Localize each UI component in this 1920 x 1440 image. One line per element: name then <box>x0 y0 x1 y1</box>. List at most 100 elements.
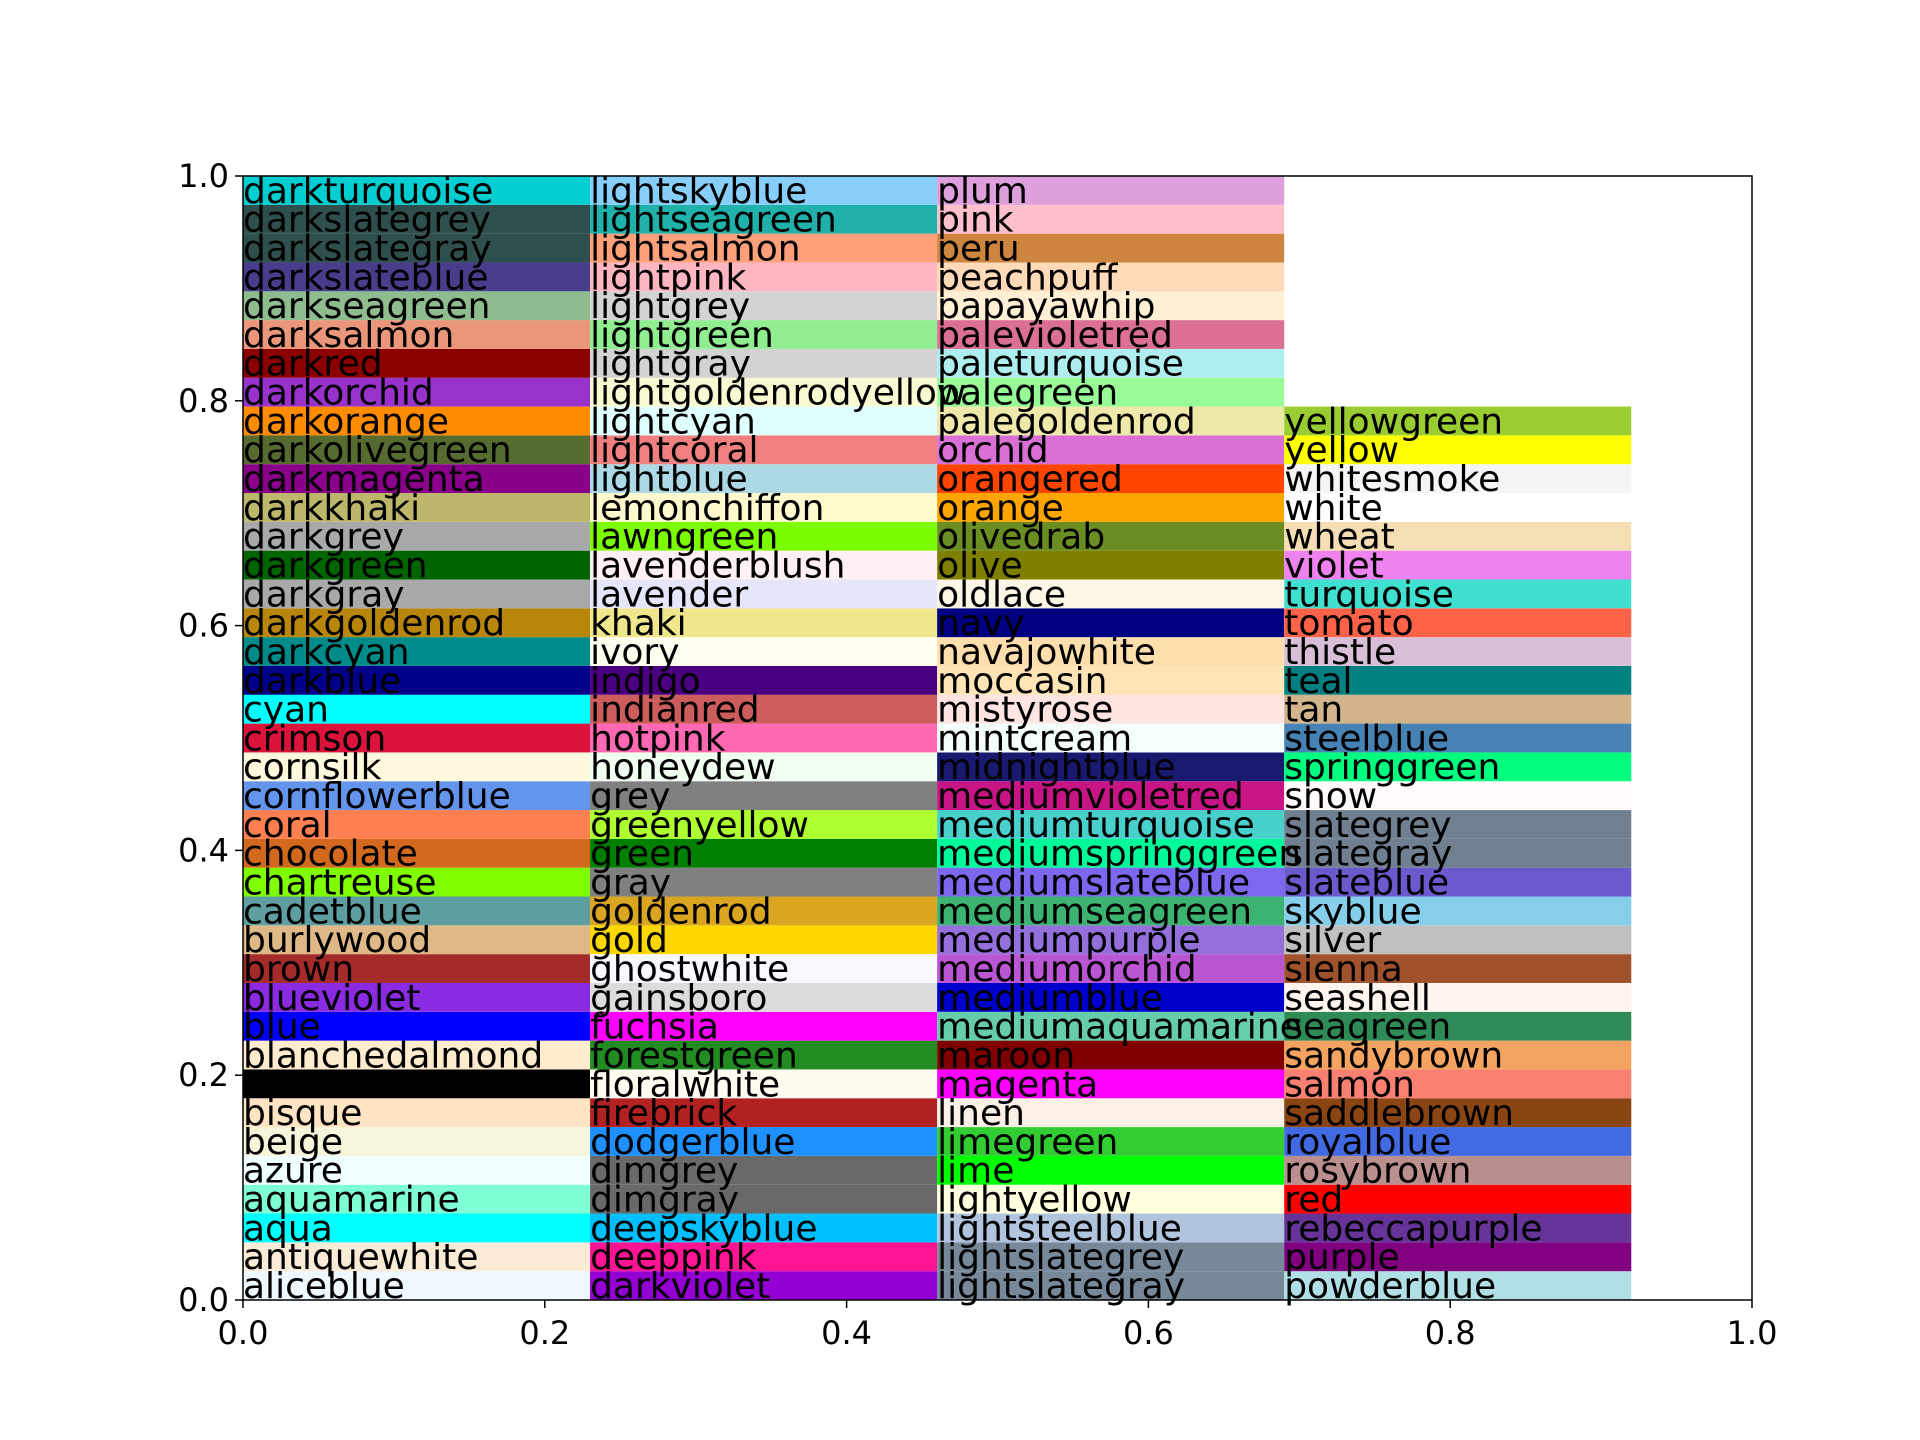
color-bar <box>590 781 938 811</box>
color-bar <box>590 233 938 263</box>
color-name: lavenderblush <box>590 545 845 586</box>
color-name: violet <box>1284 545 1384 586</box>
color-bar <box>590 1098 938 1128</box>
color-bar <box>590 521 938 551</box>
color-name: olivedrab <box>937 517 1105 558</box>
color-name: mintcream <box>937 718 1132 759</box>
color-bar <box>937 348 1285 378</box>
color-bar <box>1284 579 1632 609</box>
color-bar <box>1284 925 1632 955</box>
color-bar <box>937 176 1285 205</box>
color-bar <box>1284 550 1632 580</box>
color-bar <box>937 521 1285 551</box>
color-name: peru <box>937 228 1020 269</box>
color-bar <box>937 262 1285 292</box>
color-bar <box>243 694 591 724</box>
color-name: honeydew <box>590 747 776 788</box>
color-name: slategray <box>1284 834 1452 875</box>
color-name: darkgreen <box>243 545 428 586</box>
color-bar <box>243 1242 591 1272</box>
color-bar <box>937 608 1285 638</box>
color-name: mediumaquamarine <box>937 1007 1302 1048</box>
color-name: royalblue <box>1284 1122 1451 1163</box>
color-name: palevioletred <box>937 315 1173 356</box>
color-bar <box>937 982 1285 1012</box>
color-bar <box>243 493 591 522</box>
color-name: bisque <box>243 1093 362 1134</box>
color-bar <box>937 1069 1285 1099</box>
color-name: mediumspringgreen <box>937 834 1301 875</box>
color-bar <box>590 723 938 753</box>
color-bar <box>1284 1213 1632 1243</box>
color-bar <box>590 493 938 522</box>
color-bar <box>937 377 1285 407</box>
color-bar <box>1284 406 1632 436</box>
color-name: brown <box>243 949 354 990</box>
color-bar <box>590 752 938 782</box>
color-name: lawngreen <box>590 517 778 558</box>
color-bar <box>590 1242 938 1272</box>
color-name: pink <box>937 200 1014 241</box>
color-bar <box>243 262 591 292</box>
y-tick-label: 1.0 <box>178 157 229 195</box>
color-name: rebeccapurple <box>1284 1208 1542 1249</box>
color-bar <box>590 1271 938 1300</box>
color-name: mediumslateblue <box>937 863 1250 904</box>
color-name: white <box>1284 488 1383 529</box>
x-tick-label: 0.0 <box>218 1314 269 1352</box>
color-bar <box>243 781 591 811</box>
color-bar <box>937 291 1285 321</box>
color-bar <box>243 550 591 580</box>
color-bar <box>1284 493 1632 522</box>
color-bar <box>243 637 591 666</box>
color-bar <box>590 838 938 868</box>
axes-frame <box>242 175 1753 1301</box>
color-bar <box>243 204 591 234</box>
color-name: silver <box>1284 920 1381 961</box>
color-bar <box>590 204 938 234</box>
color-name: seashell <box>1284 978 1431 1019</box>
color-name: purple <box>1284 1237 1399 1278</box>
color-name: springgreen <box>1284 747 1500 788</box>
color-bar <box>590 320 938 349</box>
color-name: cornsilk <box>243 747 382 788</box>
color-name: aquamarine <box>243 1180 460 1221</box>
color-name: snow <box>1284 776 1377 817</box>
color-bar <box>1284 464 1632 494</box>
color-name: orchid <box>937 430 1049 471</box>
color-name: lightcyan <box>590 401 756 442</box>
color-bar <box>1284 1069 1632 1099</box>
color-bar <box>1284 608 1632 638</box>
color-name: lightsteelblue <box>937 1208 1182 1249</box>
color-bar <box>590 810 938 839</box>
color-bar <box>243 1127 591 1156</box>
color-name: thistle <box>1284 632 1396 673</box>
color-name: maroon <box>937 1035 1075 1076</box>
color-bar <box>1284 867 1632 897</box>
color-bar <box>243 464 591 494</box>
color-name: chartreuse <box>243 863 436 904</box>
color-bar <box>937 320 1285 349</box>
color-name: limegreen <box>937 1122 1118 1163</box>
color-bar <box>937 752 1285 782</box>
color-name: tomato <box>1284 603 1413 644</box>
color-name: oldlace <box>937 574 1066 615</box>
color-bar <box>937 233 1285 263</box>
color-name: magenta <box>937 1064 1098 1105</box>
color-bar <box>243 176 591 205</box>
color-name: yellow <box>1284 430 1399 471</box>
color-name: firebrick <box>590 1093 737 1134</box>
color-name: deepskyblue <box>590 1208 817 1249</box>
color-bar <box>937 723 1285 753</box>
color-name: teal <box>1284 661 1352 702</box>
color-bar <box>243 233 591 263</box>
color-bar <box>1284 1011 1632 1041</box>
x-tick-label: 0.2 <box>519 1314 570 1352</box>
color-bar <box>243 608 591 638</box>
color-name: tan <box>1284 690 1343 731</box>
color-bar <box>937 810 1285 839</box>
color-name: beige <box>243 1122 343 1163</box>
color-name: lightcoral <box>590 430 758 471</box>
color-name: indigo <box>590 661 701 702</box>
color-bar <box>590 1040 938 1070</box>
